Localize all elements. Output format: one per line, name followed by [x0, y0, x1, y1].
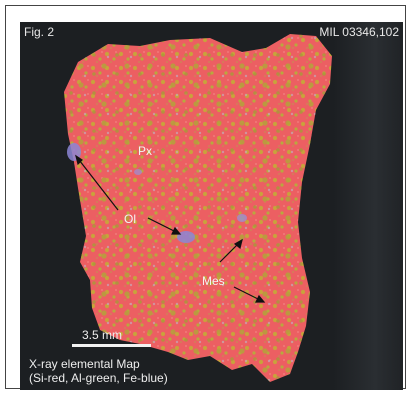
annotation-ol: Ol	[124, 212, 136, 226]
olivine-grain	[134, 169, 142, 175]
figure-frame: Fig. 2 MIL 03346,102 Px Ol Mes 3.5 mm X-…	[5, 5, 406, 390]
scale-bar-label: 3.5 mm	[82, 328, 123, 342]
panel-shading	[333, 22, 403, 390]
caption-line-2: (Si-red, Al-green, Fe-blue)	[29, 371, 168, 385]
sample-id: MIL 03346,102	[319, 25, 399, 39]
xray-elemental-map	[64, 34, 332, 382]
figure-caption: X-ray elemental Map (Si-red, Al-green, F…	[29, 357, 168, 385]
figure-label: Fig. 2	[24, 25, 55, 39]
olivine-grain	[177, 231, 195, 243]
scale-bar	[72, 344, 151, 347]
annotation-px: Px	[138, 144, 153, 158]
caption-line-1: X-ray elemental Map	[29, 357, 140, 371]
olivine-grain	[237, 214, 247, 222]
xray-map-panel: Fig. 2 MIL 03346,102 Px Ol Mes 3.5 mm X-…	[20, 22, 403, 390]
annotation-mes: Mes	[202, 274, 225, 288]
annotation-arrows	[75, 154, 266, 303]
